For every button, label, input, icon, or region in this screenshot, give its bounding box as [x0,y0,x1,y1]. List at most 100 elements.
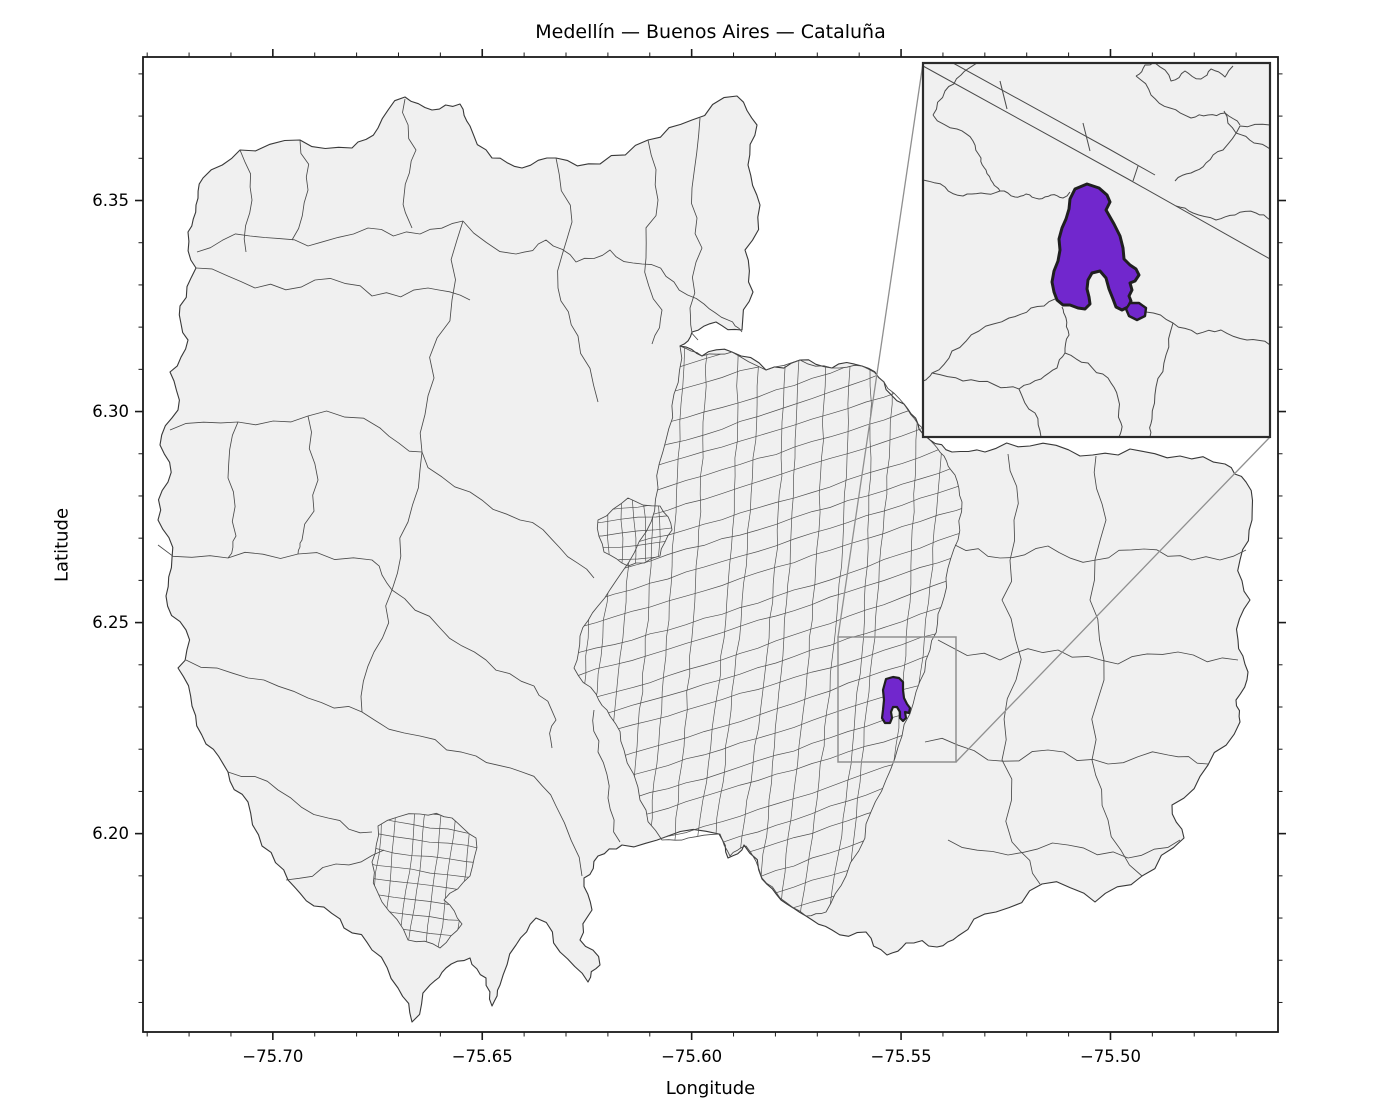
inset-connector-line [955,436,1271,763]
inset-border-line [1000,190,1071,200]
district-border [555,157,599,403]
district-border [360,220,464,713]
axes-spines [142,56,1279,1033]
district-border [239,149,253,253]
street-line [372,915,477,942]
district-border [361,711,583,877]
street-line [574,492,962,645]
x-tick-label: −75.70 [242,1047,303,1066]
street-line [822,346,872,916]
street-line [417,813,444,948]
street-line [597,498,672,514]
street-line [447,813,475,948]
street-line [524,951,1010,1106]
urban-perimeter [371,812,478,949]
district-border [592,709,621,843]
district-border [689,117,703,341]
inset-border-line [1223,110,1270,150]
x-tick-label: −75.60 [661,1047,722,1066]
street-line [574,558,962,716]
urban-perimeter [573,345,963,917]
inset-map [921,61,1272,439]
y-tick-label: 6.25 [92,613,129,632]
map-layer [157,95,1254,1106]
inset-border [921,61,1272,439]
street-line [372,899,477,928]
street-line [597,534,672,553]
district-border [227,771,373,834]
district-border [462,220,743,333]
street-line [322,1020,520,1049]
district-border [533,685,557,749]
inset-border-line [923,179,1001,197]
inset-road-line [952,63,1156,176]
inset-border-line [1154,63,1234,82]
street-line [432,813,460,948]
inset-border-line [1175,205,1270,221]
street-line [627,498,637,566]
street-line [793,346,851,916]
street-line [597,522,672,541]
district-border [196,220,464,253]
street-line [372,838,477,870]
street-line [372,813,477,840]
district-border [297,415,319,555]
x-tick-label: −75.50 [1080,1047,1141,1066]
district-border [291,139,310,241]
inset-border-line [1064,352,1123,437]
district-border [1089,455,1143,877]
district-border [644,139,663,345]
district-border [421,451,595,579]
plot-title: Medellín — Buenos Aires — Cataluña [535,21,886,43]
inset-road-line [1082,122,1091,152]
street-line [597,509,672,528]
inset-content [923,63,1270,437]
street-line [612,498,624,566]
street-line [601,498,610,566]
inset-border-line [1174,123,1270,182]
inset-road-line [1132,165,1139,182]
inset-road-line [999,80,1008,110]
district-border [402,98,417,229]
street-line [372,869,477,899]
urban-perimeter [596,497,673,567]
x-tick-label: −75.65 [452,1047,513,1066]
highlight-region-cataluna [880,675,912,725]
street-line [574,516,962,668]
district-border [227,421,239,559]
street-line [401,813,429,948]
street-line [751,346,803,916]
x-axis-label: Longitude [665,1078,756,1099]
district-border [947,839,1181,859]
street-line [372,813,386,948]
district-border [954,544,1247,563]
x-tick-label: −75.55 [871,1047,932,1066]
street-line [597,547,672,566]
inset-connector-line [837,62,924,638]
street-line [372,854,477,884]
district-border [285,849,385,881]
inset-border-line [932,63,978,116]
inset-border-line [1149,322,1174,437]
street-line [372,884,477,913]
y-tick-label: 6.35 [92,191,129,210]
y-tick-label: 6.30 [92,402,129,421]
inset-road-line [923,65,1270,260]
street-line [840,346,898,916]
urban-grid [597,498,672,566]
municipality-boundary [157,95,1254,1023]
inset-highlight-fragment [1124,301,1148,322]
district-border [1001,453,1041,885]
street-line [385,813,417,948]
street-line [372,825,477,853]
district-border [924,737,1209,765]
inset-border-line [1145,311,1270,346]
street-line [524,929,1010,1081]
inset-highlight-cataluna [1050,182,1141,312]
street-line [639,498,649,566]
y-tick-label: 6.20 [92,824,129,843]
street-line [574,537,962,692]
inset-border-line [932,114,1001,192]
